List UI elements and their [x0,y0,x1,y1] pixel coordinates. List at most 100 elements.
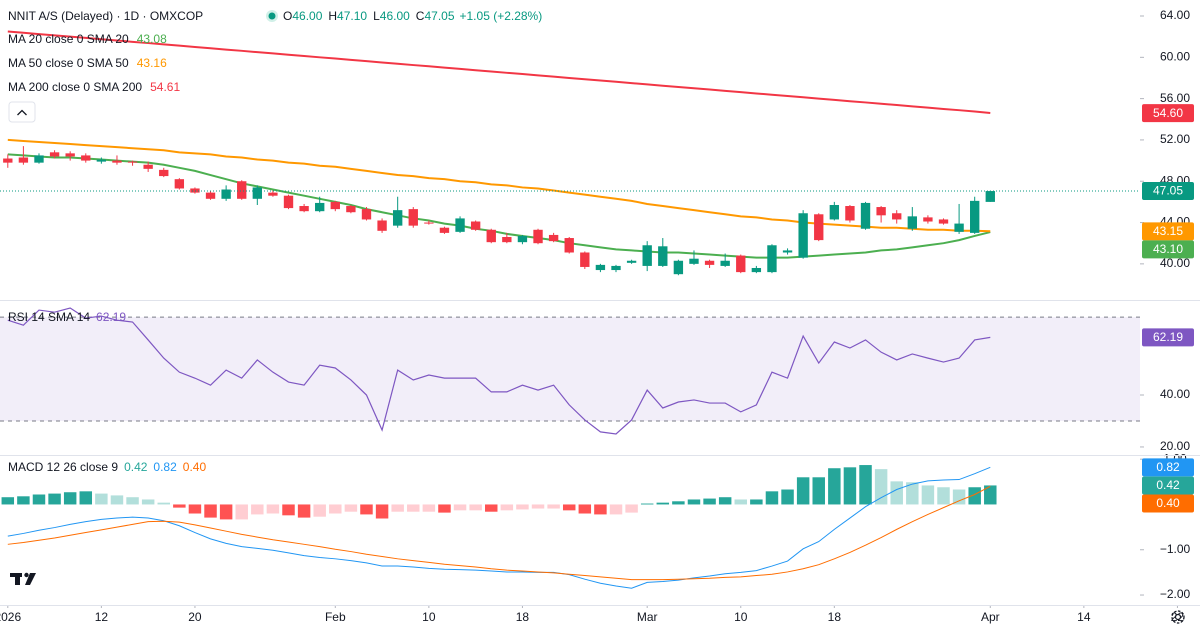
ohlc-value: 47.05 [424,9,454,23]
axis-badge-label: 43.15 [1153,224,1183,238]
histogram-bar [235,504,248,520]
histogram-bar [282,504,295,516]
candle-body [237,181,247,199]
axis-badge [1142,458,1194,477]
axis-badge-label: 62.19 [1153,330,1183,344]
x-tick-label: Apr [981,610,1000,624]
y-tick-label: 40.00 [1160,387,1190,401]
histogram-bar [703,498,716,505]
candle-body [143,164,153,169]
histogram-bar [687,499,701,505]
candle-body [782,250,793,253]
histogram-bar [672,501,685,505]
candle-body [268,192,278,196]
histogram-bar [952,489,966,505]
histogram-bar [32,494,46,505]
histogram-bar [859,465,872,505]
histogram-bar [890,481,903,505]
candle-body [704,260,715,265]
x-tick-label: Mar [637,610,658,624]
legend-value: 62.19 [96,310,126,324]
indicator-legend: RSI 14 SMA 14 62.19 [8,310,126,324]
candle-body [18,157,29,163]
histogram-bar [609,504,623,515]
histogram-bar [906,482,919,505]
ohlc-label: O [283,9,292,23]
histogram-bar [204,504,217,518]
ohlc-change: +1.05 (+2.28%) [460,9,543,23]
indicator-legend: MA 20 close 0 SMA 20 43.08 [8,32,167,46]
candle-body [673,260,684,275]
candle-body [392,210,403,226]
indicator-legend: MACD 12 26 close 9 0.42 0.82 0.40 [8,460,206,474]
histogram-bar [251,504,264,515]
histogram-bar [297,504,311,518]
candle-body [876,207,886,216]
histogram-bar [500,504,514,511]
histogram-bar [453,504,467,511]
indicator-line [7,153,991,259]
histogram-bar [329,504,342,514]
candle-body [299,206,309,212]
legend-value: 0.42 [124,460,148,474]
candle-body [96,159,107,162]
ohlc-value: 47.10 [337,9,367,23]
candle-body [330,201,340,210]
candle-body [860,202,871,229]
legend-name: MA 50 close 0 SMA 50 [8,56,129,70]
candle-body [954,223,964,232]
legend-value: 43.08 [137,32,167,46]
histogram-bar [344,504,358,512]
candle-body [346,206,356,213]
candle-body [34,155,44,163]
candle-body [377,220,387,231]
histogram-bar [937,487,950,505]
axis-badge [1142,494,1194,513]
y-tick-label: −2.00 [1160,587,1191,601]
histogram-bar [984,485,997,505]
histogram-bar [469,504,482,511]
ohlc-label: H [328,9,337,23]
candle-body [985,191,995,202]
x-tick-label: 2026 [0,610,21,624]
candle-body [205,192,216,199]
candle-body [455,218,465,232]
candle-body [315,202,325,212]
candle-body [814,214,824,241]
histogram-bar [79,491,93,505]
settings-gear[interactable] [1171,610,1185,624]
candle-body [938,219,949,224]
axis-badge-label: 43.10 [1153,242,1183,256]
x-tick-label: 18 [828,610,842,624]
x-tick-label: 18 [516,610,530,624]
y-tick-label: 40.00 [1160,256,1190,270]
histogram-bar [531,504,545,509]
histogram-bar [718,497,732,505]
candle-body [424,222,434,224]
rsi-band [0,317,1140,421]
axis-badge-label: 0.40 [1156,496,1180,510]
histogram-bar [843,467,857,505]
legend-value: 54.61 [150,80,180,94]
legend-value: 0.82 [153,460,177,474]
candle-body [626,260,637,263]
collapse-button[interactable] [8,101,36,123]
logo [10,572,36,585]
candle-body [221,189,231,199]
histogram-bar [438,504,451,513]
histogram-bar [313,504,326,517]
candle-body [564,238,574,253]
candle-body [611,265,621,271]
y-tick-label: 20.00 [1160,439,1190,453]
histogram-bar [391,504,404,512]
indicator-line [7,30,991,114]
x-tick-label: 10 [734,610,748,624]
histogram-bar [360,504,373,515]
indicator-legend: MA 50 close 0 SMA 50 43.16 [8,56,167,70]
candle-body [517,235,528,243]
histogram-bar [812,477,825,505]
chart-title: NNIT A/S (Delayed) · 1D · OMXCOP [8,9,203,23]
legend-value: 0.40 [183,460,207,474]
y-tick-label: 60.00 [1160,49,1190,63]
indicator-line [7,466,991,589]
